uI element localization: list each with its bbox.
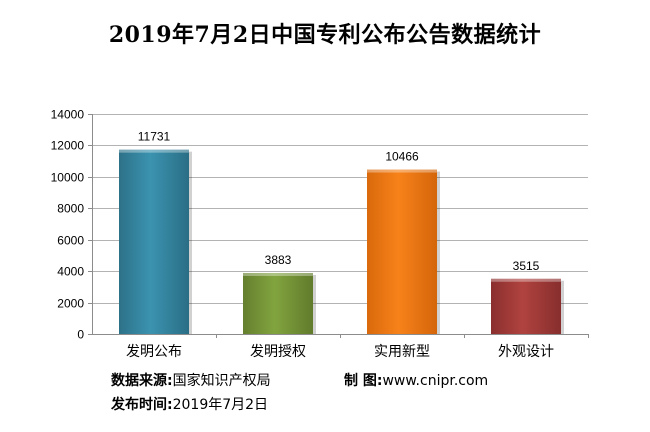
data-label: 3883 bbox=[265, 253, 292, 267]
y-tick-label: 6000 bbox=[57, 234, 84, 248]
data-label: 3515 bbox=[513, 259, 540, 273]
data-source-value: 国家知识产权局 bbox=[173, 373, 271, 389]
bar-top-highlight bbox=[243, 273, 313, 276]
y-tick-label: 0 bbox=[77, 328, 84, 342]
publish-date: 发布时间:2019年7月2日 bbox=[111, 396, 268, 414]
y-tick-label: 2000 bbox=[57, 297, 84, 311]
x-tick-label: 实用新型 bbox=[374, 344, 430, 360]
bar bbox=[367, 170, 437, 334]
data-label: 11731 bbox=[138, 130, 171, 144]
chart-maker-label: 制 图: bbox=[344, 373, 382, 389]
bar-top-highlight bbox=[119, 150, 189, 153]
y-tick-label: 4000 bbox=[57, 265, 84, 279]
y-tick-label: 12000 bbox=[51, 139, 85, 153]
data-labels: 11731 3883 10466 3515 bbox=[138, 130, 540, 273]
x-tick-labels: 发明公布 发明授权 实用新型 外观设计 bbox=[126, 344, 554, 360]
y-tick-labels: 0 2000 4000 6000 8000 10000 12000 14000 bbox=[51, 108, 85, 342]
data-source-label: 数据来源: bbox=[111, 373, 173, 389]
chart-maker: 制 图:www.cnipr.com bbox=[344, 372, 488, 390]
bar-top-highlight bbox=[491, 279, 561, 282]
data-source: 数据来源:国家知识产权局 bbox=[111, 372, 271, 390]
y-tick-label: 8000 bbox=[57, 202, 84, 216]
y-tick-label: 14000 bbox=[51, 108, 85, 122]
x-tick-label: 发明公布 bbox=[126, 344, 182, 360]
publish-date-value: 2019年7月2日 bbox=[173, 397, 268, 413]
data-label: 10466 bbox=[385, 150, 419, 164]
y-tick-label: 10000 bbox=[51, 171, 85, 185]
x-tick-label: 外观设计 bbox=[498, 344, 554, 360]
chart-maker-value: www.cnipr.com bbox=[382, 373, 488, 389]
bar bbox=[491, 279, 561, 334]
publish-date-label: 发布时间: bbox=[111, 397, 173, 413]
x-tick-label: 发明授权 bbox=[250, 344, 306, 360]
bar bbox=[243, 273, 313, 334]
bar-top-highlight bbox=[367, 170, 437, 173]
bar bbox=[119, 150, 189, 334]
